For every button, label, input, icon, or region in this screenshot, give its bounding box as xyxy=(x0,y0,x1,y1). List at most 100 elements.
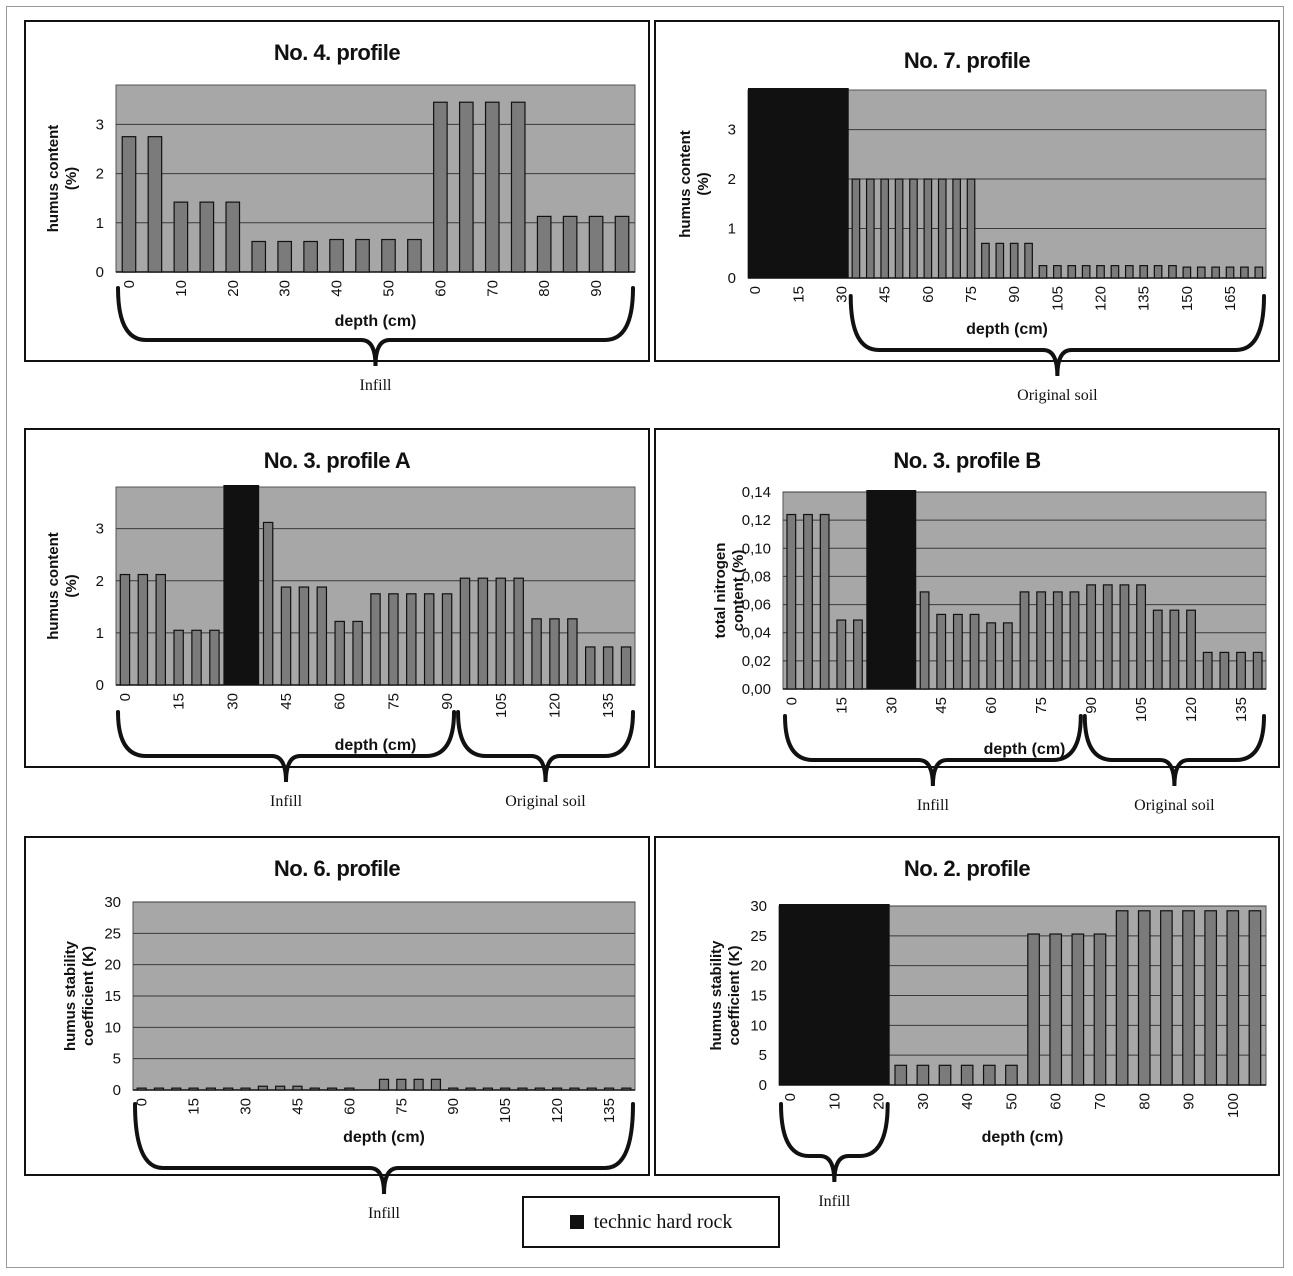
bar xyxy=(334,620,345,686)
bar xyxy=(1009,242,1019,279)
bar xyxy=(344,1087,355,1091)
x-tick-label: 15 xyxy=(186,1098,203,1115)
bar xyxy=(1153,265,1163,279)
x-tick-label: 10 xyxy=(826,1093,843,1110)
y-tick-label: 0,14 xyxy=(742,484,771,501)
bar xyxy=(621,1087,632,1091)
chart-title: No. 4. profile xyxy=(273,40,401,65)
x-axis-label: depth (cm) xyxy=(335,313,417,330)
bar xyxy=(459,577,471,686)
y-tick-label: 0 xyxy=(96,264,104,281)
bar xyxy=(352,620,363,686)
bar xyxy=(1024,242,1033,279)
y-tick-label: 10 xyxy=(104,1019,121,1036)
bar xyxy=(1152,609,1163,690)
x-tick-label: 120 xyxy=(1183,697,1200,722)
technic-hard-rock-block xyxy=(223,485,260,685)
bar xyxy=(1248,910,1262,1086)
bar xyxy=(205,1087,216,1091)
bar xyxy=(602,646,614,686)
bar xyxy=(966,178,976,279)
bar xyxy=(1186,609,1196,690)
x-tick-label: 40 xyxy=(959,1093,976,1110)
bracket-label: Infill xyxy=(917,797,950,814)
x-tick-label: 105 xyxy=(1133,697,1150,722)
x-tick-label: 135 xyxy=(601,1098,618,1123)
x-tick-label: 135 xyxy=(1136,286,1153,311)
bar xyxy=(225,201,241,273)
bar xyxy=(603,1087,615,1091)
bar xyxy=(819,513,830,690)
bar xyxy=(513,577,524,686)
bar xyxy=(1139,265,1149,279)
bar xyxy=(960,1064,974,1086)
x-tick-label: 45 xyxy=(933,697,950,714)
bar xyxy=(448,1087,459,1091)
bar xyxy=(477,577,489,686)
x-tick-label: 0 xyxy=(783,697,800,705)
x-tick-label: 135 xyxy=(1233,697,1250,722)
curly-bracket xyxy=(848,294,1266,377)
x-tick-label: 80 xyxy=(536,280,553,297)
bar xyxy=(969,613,980,690)
bracket-label: Original soil xyxy=(505,793,586,810)
x-tick-label: 135 xyxy=(600,693,617,718)
bar xyxy=(136,1087,147,1091)
bar xyxy=(1236,651,1246,690)
bar xyxy=(586,1087,597,1091)
x-tick-label: 90 xyxy=(439,693,456,710)
y-axis-label: coefficient (K) xyxy=(726,945,743,1045)
y-axis-label: content (%) xyxy=(730,550,747,632)
x-axis-label: depth (cm) xyxy=(343,1129,425,1146)
bar xyxy=(803,513,813,690)
bar xyxy=(1081,265,1091,279)
curly-bracket xyxy=(1082,714,1266,787)
x-tick-label: 105 xyxy=(1049,286,1066,311)
x-tick-label: 75 xyxy=(393,1098,410,1115)
bracket-label: Infill xyxy=(360,377,393,394)
technic-hard-rock-block xyxy=(779,904,890,1085)
bar xyxy=(1225,266,1235,279)
bar xyxy=(1136,584,1147,690)
bar xyxy=(199,201,215,273)
x-tick-label: 45 xyxy=(877,286,894,303)
x-tick-label: 60 xyxy=(1048,1093,1065,1110)
bar xyxy=(880,178,890,279)
bar xyxy=(569,1087,580,1091)
bar xyxy=(240,1087,251,1091)
x-tick-label: 90 xyxy=(1083,697,1100,714)
y-tick-label: 0,12 xyxy=(742,512,771,529)
x-tick-label: 0 xyxy=(117,693,134,701)
plot-area xyxy=(115,84,636,273)
bar xyxy=(396,1078,407,1091)
bar xyxy=(423,593,435,686)
bar xyxy=(1219,651,1230,690)
y-tick-label: 0,00 xyxy=(742,681,771,698)
bar xyxy=(500,1087,511,1091)
bar xyxy=(1067,265,1077,279)
y-tick-label: 25 xyxy=(750,928,767,945)
x-tick-label: 20 xyxy=(871,1093,888,1110)
bar xyxy=(536,215,552,273)
y-tick-label: 15 xyxy=(750,988,767,1005)
x-tick-label: 75 xyxy=(385,693,402,710)
bar xyxy=(137,573,149,686)
bar xyxy=(1002,622,1013,690)
x-tick-label: 150 xyxy=(1179,286,1196,311)
bar xyxy=(552,1087,563,1091)
bar xyxy=(1110,265,1120,279)
bar xyxy=(995,242,1005,279)
bar xyxy=(407,238,422,273)
bar xyxy=(209,629,220,686)
x-tick-label: 10 xyxy=(173,280,190,297)
bar xyxy=(851,178,861,279)
x-tick-label: 80 xyxy=(1136,1093,1153,1110)
legend-label: technic hard rock xyxy=(593,1210,733,1233)
bar xyxy=(562,215,578,273)
x-tick-label: 0 xyxy=(747,286,764,294)
y-axis-label: coefficient (K) xyxy=(80,946,97,1046)
chart-title: No. 6. profile xyxy=(273,856,401,881)
bar xyxy=(1038,265,1048,279)
